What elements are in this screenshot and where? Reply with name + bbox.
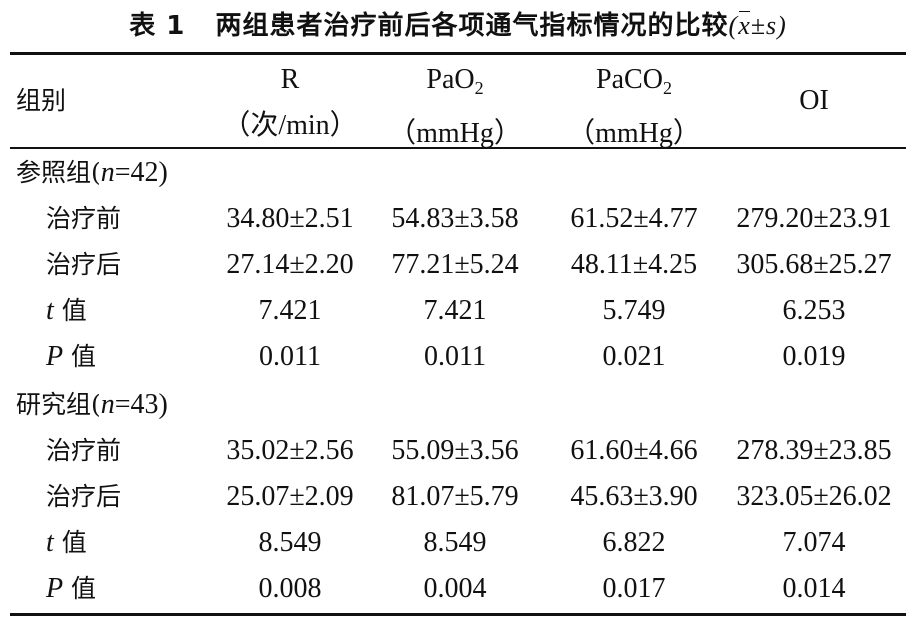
row-label-p: P 值 — [46, 341, 97, 372]
table-cell: 279.20±23.91 — [736, 203, 892, 234]
mean-symbol: x — [738, 6, 751, 46]
table-cell: 8.549 — [423, 527, 487, 558]
header-col-paco2-name: PaCO2 — [596, 64, 672, 98]
header-col-r-unit: （次/min） — [222, 110, 358, 141]
table-caption: 两组患者治疗前后各项通气指标情况的比较 — [215, 11, 729, 41]
row-label-t: t 值 — [46, 295, 87, 326]
table-title: 表 1 两组患者治疗前后各项通气指标情况的比较(x±s) — [0, 6, 916, 46]
table-header-rule — [10, 147, 906, 149]
header-col-r: R （次/min） — [206, 57, 374, 149]
table-cell: 278.39±23.85 — [736, 435, 892, 466]
table-cell: 27.14±2.20 — [226, 249, 354, 280]
table-cell: 35.02±2.56 — [226, 435, 354, 466]
group-label-reference: 参照组(n=42) — [16, 157, 168, 188]
header-col-r-name: R — [280, 64, 300, 95]
table-cell: 81.07±5.79 — [391, 481, 519, 512]
table-cell: 61.52±4.77 — [570, 203, 698, 234]
table-cell: 0.017 — [602, 573, 666, 604]
row-label-p: P 值 — [46, 573, 97, 604]
row-label-t: t 值 — [46, 527, 87, 558]
table-cell: 55.09±3.56 — [391, 435, 519, 466]
sd-symbol: s — [766, 11, 778, 40]
group-label-study: 研究组(n=43) — [16, 389, 168, 420]
header-col-oi: OI — [799, 85, 829, 116]
row-label: 治疗后 — [46, 250, 122, 279]
table-cell: 8.549 — [258, 527, 322, 558]
row-label: 治疗后 — [46, 482, 122, 511]
table-number: 表 1 — [129, 11, 186, 41]
header-col-pao2-unit: （mmHg） — [388, 118, 522, 149]
table-cell: 5.749 — [602, 295, 666, 326]
stat-notation: (x±s) — [729, 11, 787, 40]
table-cell: 54.83±3.58 — [391, 203, 519, 234]
header-col-pao2: PaO2 （mmHg） — [376, 57, 534, 157]
table-cell: 61.60±4.66 — [570, 435, 698, 466]
table-cell: 0.019 — [782, 341, 846, 372]
table-cell: 0.004 — [423, 573, 487, 604]
table-cell: 45.63±3.90 — [570, 481, 698, 512]
row-label: 治疗前 — [46, 204, 122, 233]
table-cell: 0.011 — [259, 341, 321, 372]
table-cell: 323.05±26.02 — [736, 481, 892, 512]
table-cell: 34.80±2.51 — [226, 203, 354, 234]
table-cell: 0.008 — [258, 573, 322, 604]
table-cell: 7.421 — [423, 295, 487, 326]
table-cell: 0.021 — [602, 341, 666, 372]
table-cell: 7.074 — [782, 527, 846, 558]
table-top-rule — [10, 52, 906, 55]
row-label: 治疗前 — [46, 436, 122, 465]
table-cell: 6.253 — [782, 295, 846, 326]
table-cell: 0.011 — [424, 341, 486, 372]
table-cell: 25.07±2.09 — [226, 481, 354, 512]
table-cell: 48.11±4.25 — [570, 249, 698, 280]
table-cell: 0.014 — [782, 573, 846, 604]
table-cell: 77.21±5.24 — [391, 249, 519, 280]
table-cell: 305.68±25.27 — [736, 249, 892, 280]
header-col-pao2-name: PaO2 — [426, 64, 484, 98]
header-col-paco2-unit: （mmHg） — [567, 118, 701, 149]
table-cell: 6.822 — [602, 527, 666, 558]
header-group: 组别 — [16, 86, 67, 115]
header-col-paco2: PaCO2 （mmHg） — [542, 57, 726, 157]
table-cell: 7.421 — [258, 295, 322, 326]
table-bottom-rule — [10, 613, 906, 616]
